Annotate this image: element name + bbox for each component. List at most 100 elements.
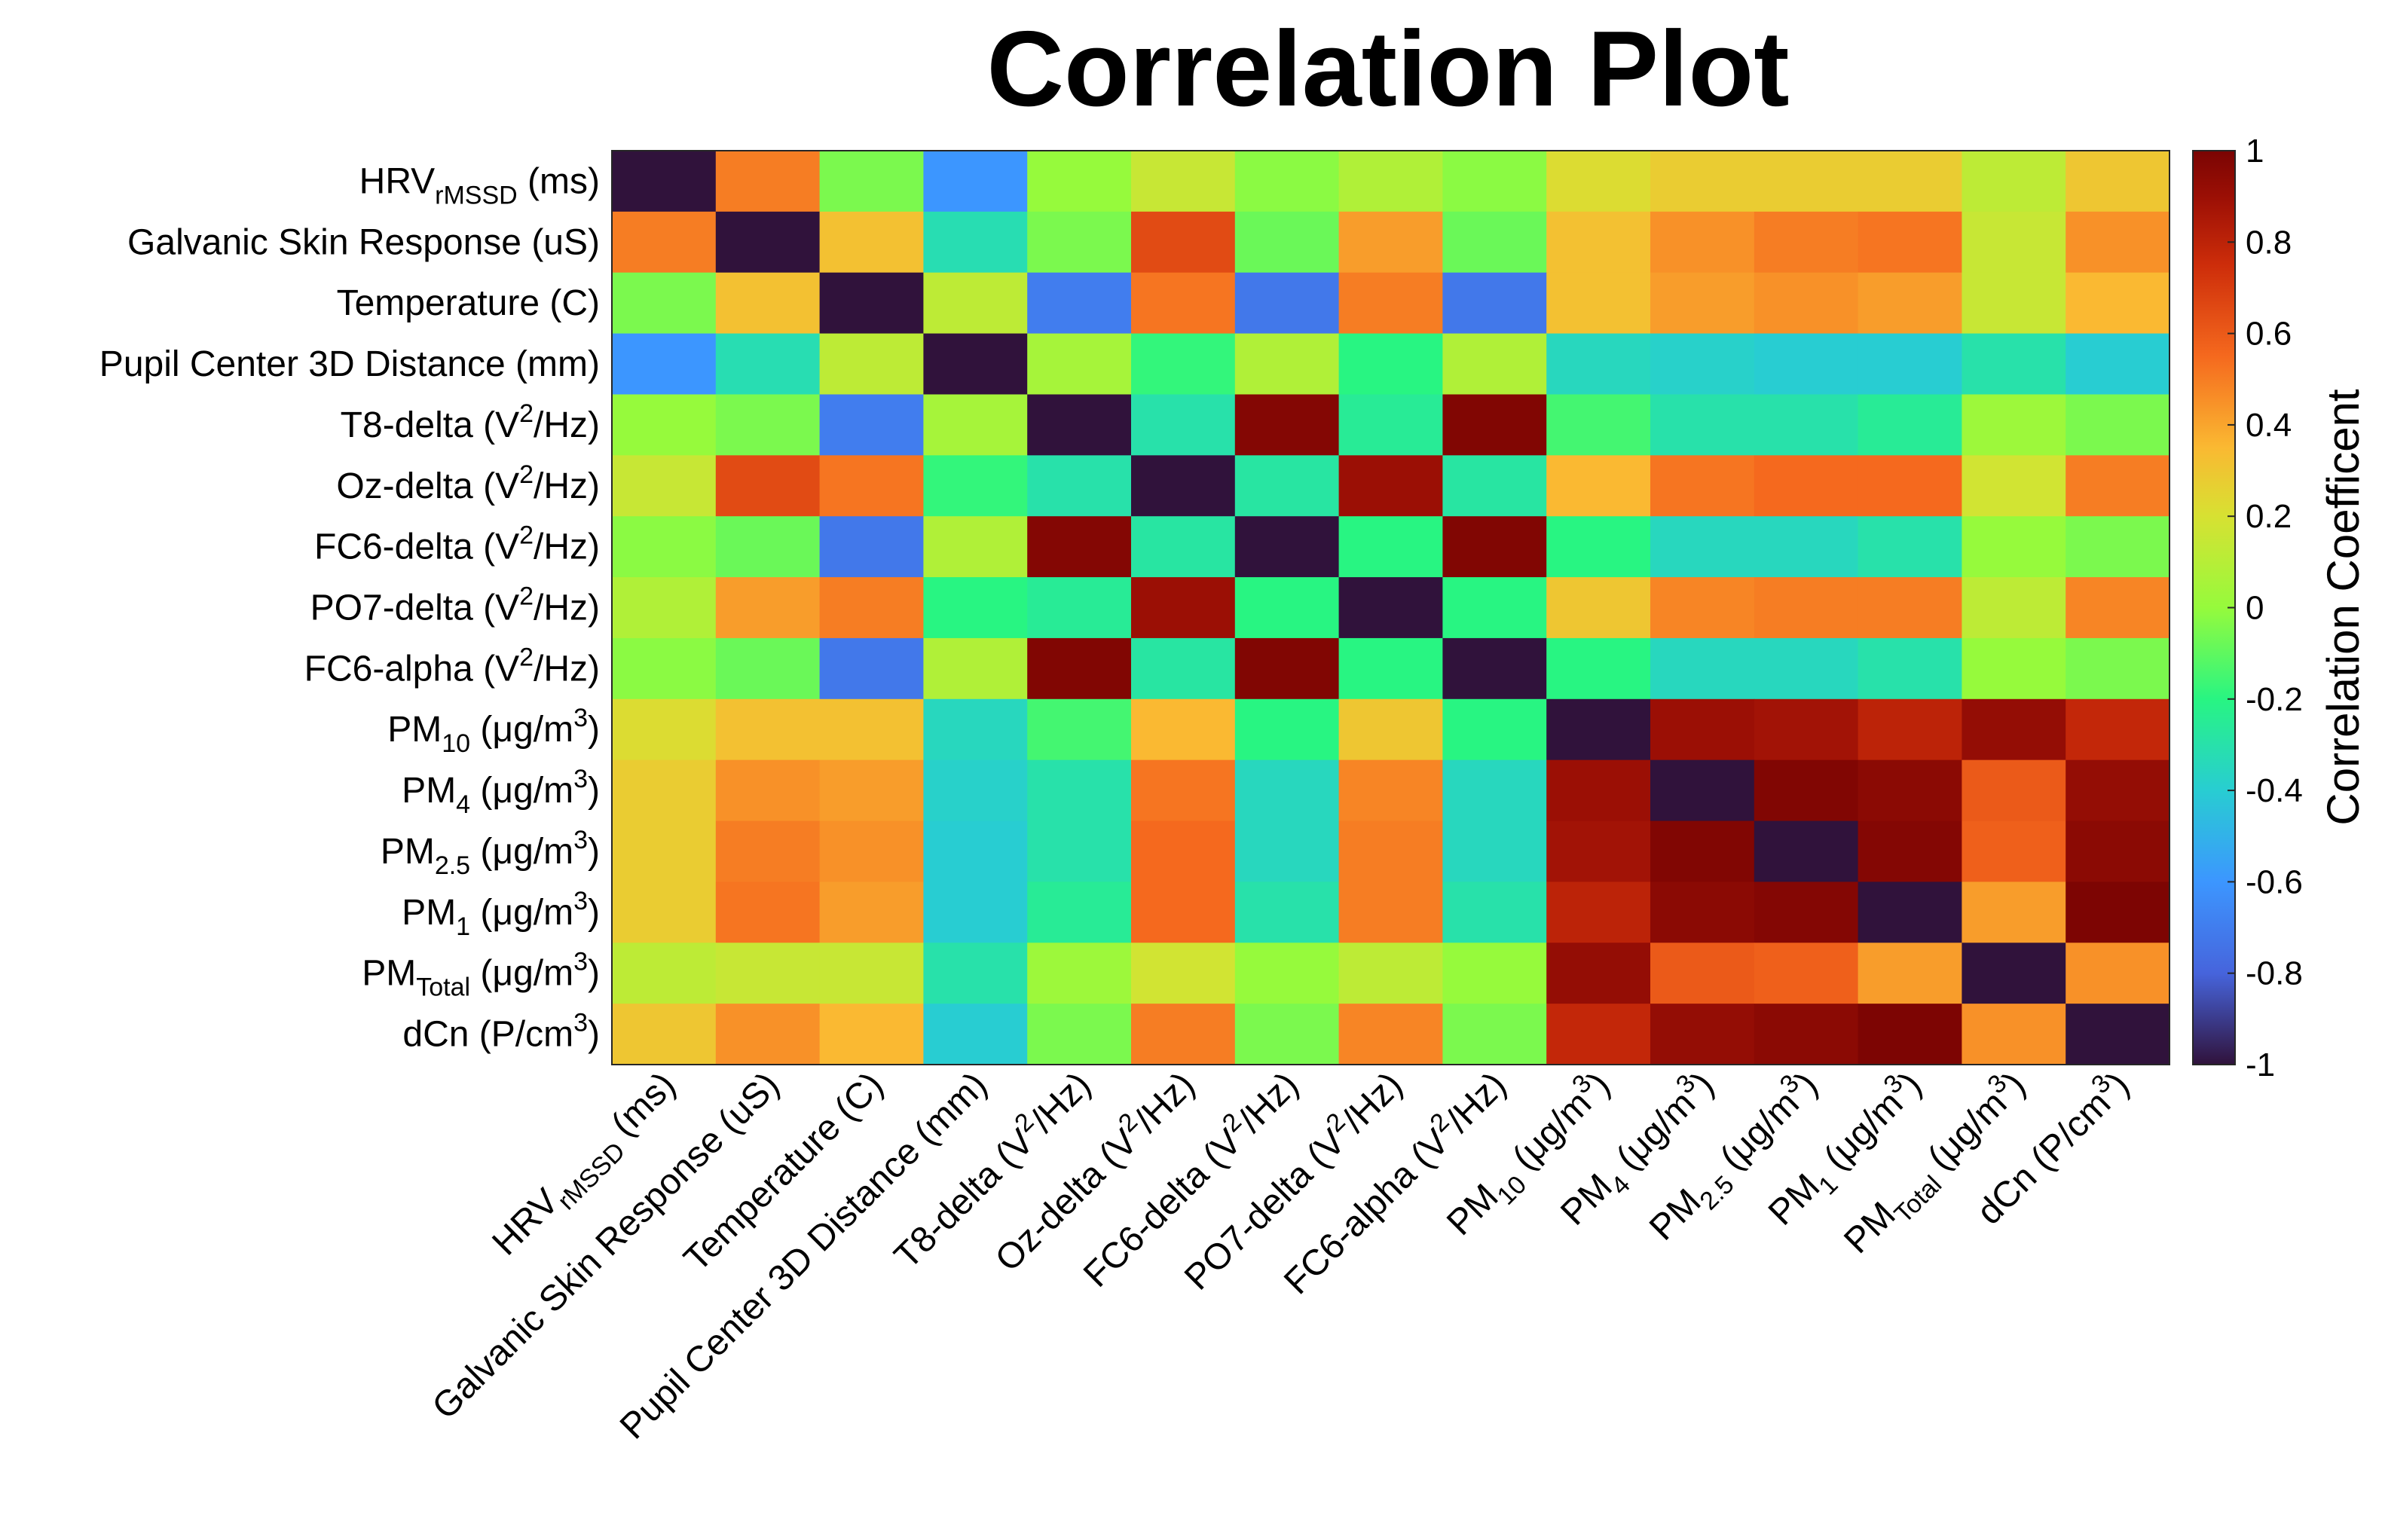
- heatmap-cell: [1754, 272, 1859, 335]
- y-tick-label: Pupil Center 3D Distance (mm): [99, 344, 600, 384]
- heatmap-cell: [1234, 394, 1340, 456]
- heatmap-cell: [1962, 577, 2066, 639]
- heatmap-cell: [612, 698, 717, 761]
- heatmap-cell: [1754, 698, 1859, 761]
- heatmap-cell: [1650, 820, 1755, 882]
- heatmap-cell: [1442, 759, 1547, 822]
- heatmap-cell: [1546, 882, 1651, 943]
- heatmap-cell: [1338, 272, 1443, 335]
- heatmap-cell: [923, 516, 1028, 578]
- heatmap-cell: [1650, 333, 1755, 396]
- heatmap-cell: [819, 272, 924, 335]
- heatmap-cell: [612, 211, 717, 273]
- heatmap-cell: [1754, 820, 1859, 882]
- y-tick-label: PMTotal (μg/m3): [362, 948, 600, 1002]
- heatmap-cell: [819, 637, 924, 700]
- heatmap-cell: [1754, 394, 1859, 456]
- heatmap-cell: [819, 394, 924, 456]
- colorbar-tick-label: -0.2: [2246, 681, 2303, 718]
- heatmap-cell: [715, 882, 821, 943]
- heatmap-cell: [1442, 577, 1547, 639]
- y-tick-label: PM4 (μg/m3): [402, 765, 600, 819]
- heatmap-cell: [1650, 455, 1755, 517]
- heatmap-cell: [715, 820, 821, 882]
- heatmap-cell: [2066, 698, 2170, 761]
- chart-title: Correlation Plot: [986, 9, 1789, 129]
- colorbar-tick-label: -0.4: [2246, 772, 2303, 809]
- heatmap-cell: [1754, 759, 1859, 822]
- heatmap-cell: [923, 577, 1028, 639]
- heatmap-cell: [715, 272, 821, 335]
- heatmap-cell: [1027, 333, 1132, 396]
- heatmap-cell: [1234, 333, 1340, 396]
- heatmap-cell: [1858, 211, 1962, 273]
- heatmap-cell: [923, 698, 1028, 761]
- heatmap-cell: [1338, 394, 1443, 456]
- heatmap-cell: [1131, 882, 1236, 943]
- y-tick-label: HRVrMSSD (ms): [359, 161, 600, 209]
- heatmap-cell: [1338, 698, 1443, 761]
- heatmap-cell: [1546, 272, 1651, 335]
- heatmap-cell: [1546, 333, 1651, 396]
- heatmap-cell: [1131, 759, 1236, 822]
- heatmap-cell: [1650, 1004, 1755, 1065]
- heatmap-cell: [1546, 820, 1651, 882]
- heatmap-cell: [923, 455, 1028, 517]
- heatmap-cell: [1962, 455, 2066, 517]
- y-tick-label: dCn (P/cm3): [402, 1009, 600, 1055]
- heatmap-cell: [1027, 820, 1132, 882]
- heatmap-cell: [2066, 1004, 2170, 1065]
- heatmap-cell: [819, 820, 924, 882]
- heatmap-cell: [1858, 394, 1962, 456]
- heatmap-cell: [1442, 394, 1547, 456]
- heatmap-cell: [2066, 637, 2170, 700]
- heatmap-cell: [1546, 577, 1651, 639]
- heatmap-cell: [715, 516, 821, 578]
- heatmap-cell: [923, 759, 1028, 822]
- heatmap-cell: [1858, 759, 1962, 822]
- heatmap-cell: [612, 882, 717, 943]
- heatmap-cell: [1754, 151, 1859, 212]
- heatmap-cell: [819, 151, 924, 212]
- heatmap-cell: [1650, 882, 1755, 943]
- heatmap-cell: [612, 272, 717, 335]
- heatmap-cell: [1962, 333, 2066, 396]
- heatmap-cell: [612, 577, 717, 639]
- heatmap-cell: [1442, 455, 1547, 517]
- heatmap-cell: [1754, 333, 1859, 396]
- heatmap-cell: [1338, 820, 1443, 882]
- heatmap-cell: [1442, 151, 1547, 212]
- heatmap-cell: [819, 577, 924, 639]
- heatmap-cell: [923, 943, 1028, 1004]
- heatmap-cell: [2066, 882, 2170, 943]
- heatmap-cell: [1962, 272, 2066, 335]
- heatmap-cell: [1338, 759, 1443, 822]
- heatmap-cell: [1027, 698, 1132, 761]
- heatmap-cell: [612, 455, 717, 517]
- heatmap-cell: [612, 151, 717, 212]
- heatmap-cell: [1027, 516, 1132, 578]
- heatmap-cell: [2066, 577, 2170, 639]
- colorbar-tick-label: -0.6: [2246, 863, 2303, 900]
- heatmap-cell: [819, 943, 924, 1004]
- heatmap-cell: [715, 759, 821, 822]
- heatmap-cell: [1338, 1004, 1443, 1065]
- heatmap-cell: [1027, 759, 1132, 822]
- heatmap-cell: [1027, 943, 1132, 1004]
- heatmap-cell: [1131, 1004, 1236, 1065]
- y-tick-label: PM2.5 (μg/m3): [381, 826, 600, 880]
- heatmap-cell: [1027, 272, 1132, 335]
- heatmap-cell: [1027, 394, 1132, 456]
- heatmap-cell: [1027, 577, 1132, 639]
- x-tick-label: PMTotal (μg/m3): [1833, 1061, 2039, 1267]
- heatmap-cell: [1442, 698, 1547, 761]
- heatmap-cell: [1858, 698, 1962, 761]
- heatmap-cell: [1234, 211, 1340, 273]
- heatmap-cell: [819, 759, 924, 822]
- heatmap-cell: [1338, 637, 1443, 700]
- heatmap-cell: [1338, 333, 1443, 396]
- heatmap-cell: [1027, 455, 1132, 517]
- colorbar-tick-label: 0: [2246, 590, 2264, 627]
- heatmap-cell: [1962, 1004, 2066, 1065]
- heatmap-cell: [715, 394, 821, 456]
